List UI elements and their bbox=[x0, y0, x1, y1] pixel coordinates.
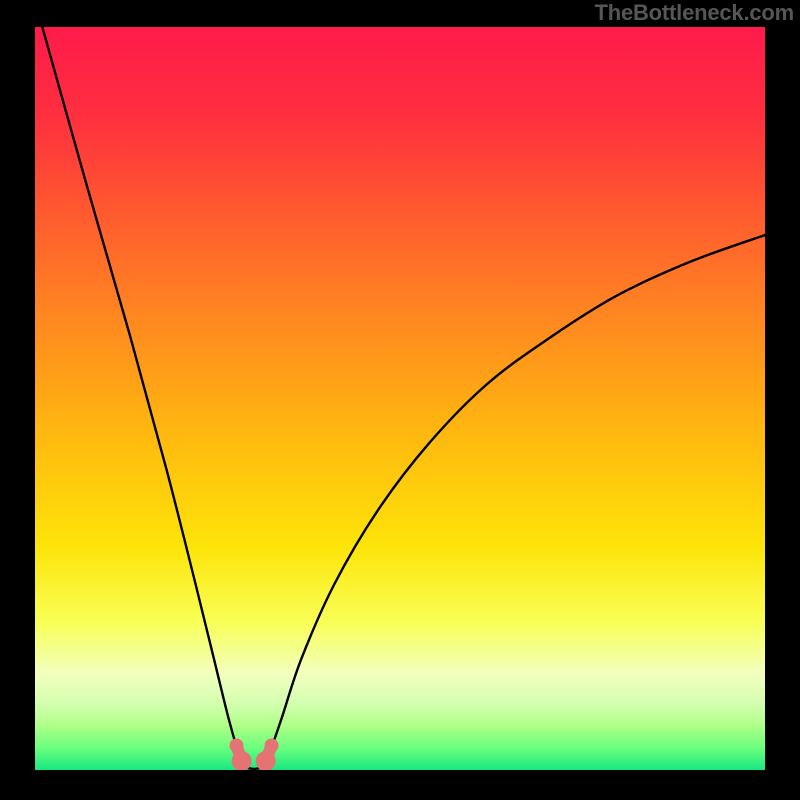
watermark-text: TheBottleneck.com bbox=[594, 0, 794, 26]
bottleneck-chart bbox=[35, 27, 765, 770]
marker-dot bbox=[229, 738, 243, 752]
chart-container: TheBottleneck.com bbox=[0, 0, 800, 800]
chart-background bbox=[35, 27, 765, 770]
marker-dot bbox=[265, 738, 279, 752]
